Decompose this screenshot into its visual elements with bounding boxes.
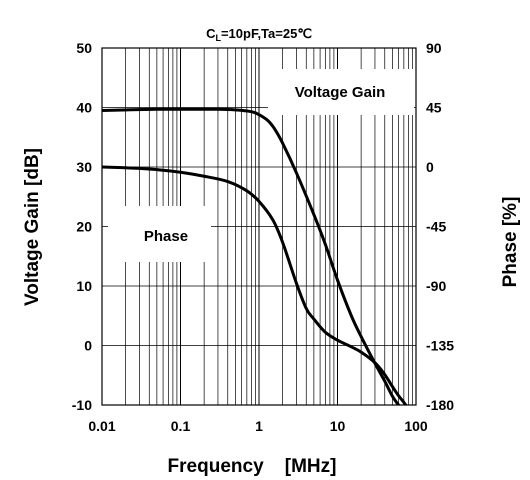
y-axis-label-left: Voltage Gain [dB]	[22, 148, 43, 306]
x-tick-label: 100	[404, 418, 428, 434]
series	[102, 107, 408, 405]
y-tick-label-left: 50	[76, 40, 92, 56]
y-tick-label-left: -10	[72, 397, 92, 413]
title-rest: =10pF,Ta=25℃	[221, 26, 312, 41]
phase-series-line	[102, 165, 408, 405]
y-tick-label-right: -45	[426, 219, 446, 235]
y-tick-label-left: 20	[76, 219, 92, 235]
y-tick-label-right: 90	[426, 40, 442, 56]
y-tick-label-right: -135	[426, 338, 454, 354]
x-tick-label: 0.01	[88, 418, 115, 434]
y-axis-label-right: Phase [%]	[500, 197, 521, 288]
x-tick-label: 1	[255, 418, 263, 434]
chart-title: CL=10pF,Ta=25℃	[206, 26, 312, 43]
voltage-gain-series-line	[102, 107, 401, 405]
y-tick-label-left: 30	[76, 159, 92, 175]
x-tick-label: 0.1	[171, 418, 191, 434]
title-c: C	[206, 26, 216, 41]
phase-annotation: Phase	[144, 228, 188, 245]
y-tick-label-right: 45	[426, 100, 442, 116]
y-tick-label-right: -90	[426, 278, 446, 294]
title-subscript: L	[215, 33, 221, 43]
voltage-gain-annotation: Voltage Gain	[295, 84, 386, 101]
x-axis-label: Frequency [MHz]	[168, 456, 337, 477]
y-tick-label-left: 10	[76, 278, 92, 294]
tick-labels: 0.01 0.1 1 10 100 -10 0 10 20 30 40 50 -180 -135 -90 -4…	[72, 40, 454, 434]
voltage-gain-annotation-box	[268, 69, 414, 115]
y-tick-label-left: 40	[76, 100, 92, 116]
y-tick-label-left: 0	[84, 338, 92, 354]
plot-frame	[101, 47, 417, 406]
y-tick-label-right: 0	[426, 159, 434, 175]
y-tick-label-right: -180	[426, 397, 454, 413]
phase-annotation-box	[108, 206, 211, 262]
x-tick-label: 10	[330, 418, 346, 434]
